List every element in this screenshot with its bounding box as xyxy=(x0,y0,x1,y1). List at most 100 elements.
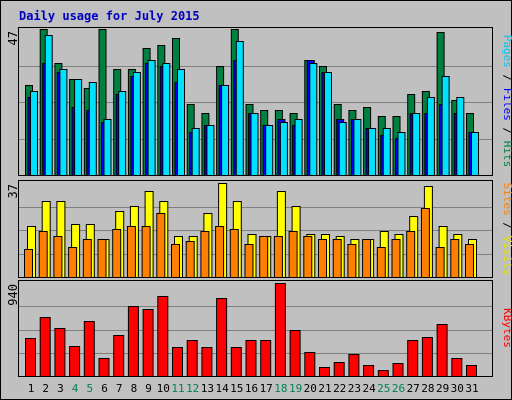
x-tick-label: 29 xyxy=(436,382,449,395)
pages-bar xyxy=(294,119,303,176)
kbytes-bar xyxy=(333,362,345,377)
bottom-panel: 940 KBytes xyxy=(6,280,512,377)
legend-files: Files xyxy=(501,88,512,121)
kbytes-bar xyxy=(392,363,404,377)
x-axis-labels: 1 2 3 4 5 6 7 8 9 10 11 12 13 14 15 16 17 18 19 20 21 22 23 24 2… xyxy=(28,382,479,395)
bottom-axis-legend: KBytes xyxy=(501,308,512,348)
top-axis-legend: Pages / Files / Hits xyxy=(501,35,512,168)
kbytes-bar xyxy=(451,358,463,377)
x-tick-label: 20 xyxy=(304,382,317,395)
pages-bar xyxy=(235,41,244,176)
x-tick-label: 27 xyxy=(407,382,420,395)
x-tick-label: 19 xyxy=(289,382,302,395)
kbytes-bar xyxy=(466,365,477,377)
kbytes-bar xyxy=(377,370,389,377)
sites-bar xyxy=(156,213,166,278)
legend-hits: Hits xyxy=(501,141,512,168)
kbytes-bar xyxy=(230,347,242,377)
sites-bar xyxy=(435,247,445,278)
pages-bar xyxy=(30,91,38,176)
x-tick-label: 8 xyxy=(131,382,138,395)
sites-bar xyxy=(318,239,327,278)
pages-bar xyxy=(206,125,215,176)
x-tick-label: 30 xyxy=(451,382,464,395)
kbytes-bar xyxy=(83,321,95,377)
pages-bar xyxy=(279,122,288,176)
sites-bar xyxy=(303,236,313,278)
x-tick-label: 12 xyxy=(186,382,199,395)
kbytes-bar xyxy=(127,306,139,377)
kbytes-bar xyxy=(201,347,213,377)
sites-bar xyxy=(465,244,474,278)
pages-bar xyxy=(412,113,421,176)
kbytes-bar xyxy=(407,340,419,377)
legend-visits: Visits xyxy=(501,236,512,276)
x-tick-label: 22 xyxy=(333,382,346,395)
x-tick-label: 14 xyxy=(215,382,229,395)
x-tick-label: 16 xyxy=(245,382,258,395)
sites-bar xyxy=(259,236,269,278)
kbytes-bar xyxy=(142,309,154,377)
top-bars xyxy=(19,29,492,176)
sites-bar xyxy=(229,229,239,278)
sites-bar xyxy=(126,226,136,278)
pages-bar xyxy=(324,72,332,176)
pages-bar xyxy=(368,128,377,176)
sites-bar xyxy=(420,208,430,278)
kbytes-bar xyxy=(319,367,330,377)
sites-bar xyxy=(185,241,195,278)
kbytes-bar xyxy=(304,352,316,377)
sites-bar xyxy=(406,231,416,278)
x-tick-label: 23 xyxy=(348,382,361,395)
middle-max-label: 37 xyxy=(6,184,20,198)
x-tick-label: 13 xyxy=(201,382,214,395)
sites-bar xyxy=(82,239,92,278)
middle-panel: 37 Sites / Visits xyxy=(6,180,512,278)
sites-bar xyxy=(200,231,210,278)
kbytes-bar xyxy=(421,337,433,377)
kbytes-bar xyxy=(69,346,81,377)
pages-bar xyxy=(397,132,406,176)
sites-bar xyxy=(53,236,63,278)
kbytes-bar xyxy=(274,283,286,377)
pages-bar xyxy=(338,122,347,176)
pages-bar xyxy=(250,113,259,176)
kbytes-bar xyxy=(436,324,448,377)
pages-bar xyxy=(162,63,171,176)
kbytes-bar xyxy=(39,317,51,377)
x-tick-label: 7 xyxy=(116,382,123,395)
middle-bars xyxy=(19,183,492,278)
x-tick-label: 25 xyxy=(377,382,390,395)
kbytes-bar xyxy=(113,335,125,377)
x-tick-label: 2 xyxy=(42,382,49,395)
sites-bar xyxy=(376,247,386,278)
pages-bar xyxy=(59,69,68,176)
kbytes-bar xyxy=(289,330,301,377)
x-tick-label: 9 xyxy=(145,382,152,395)
sites-bar xyxy=(332,239,342,278)
x-tick-label: 28 xyxy=(421,382,434,395)
sites-bar xyxy=(362,239,372,278)
chart-title: Daily usage for July 2015 xyxy=(19,9,200,23)
x-tick-label: 15 xyxy=(230,382,243,395)
x-tick-label: 6 xyxy=(101,382,108,395)
pages-bar xyxy=(456,97,465,176)
x-tick-label: 4 xyxy=(72,382,79,395)
x-tick-label: 17 xyxy=(260,382,273,395)
sites-bar xyxy=(112,229,122,278)
pages-bar xyxy=(103,119,112,176)
kbytes-bar xyxy=(172,347,183,377)
kbytes-bar xyxy=(245,340,257,377)
sites-bar xyxy=(68,247,78,278)
kbytes-bar xyxy=(186,340,198,377)
kbytes-bar xyxy=(216,298,228,377)
pages-bar xyxy=(147,60,156,176)
pages-bar xyxy=(177,69,185,176)
pages-bar xyxy=(471,132,479,176)
sites-bar xyxy=(24,249,33,278)
pages-bar xyxy=(426,97,435,176)
pages-bar xyxy=(221,85,230,176)
sites-bar xyxy=(38,231,48,278)
pages-bar xyxy=(191,128,200,176)
